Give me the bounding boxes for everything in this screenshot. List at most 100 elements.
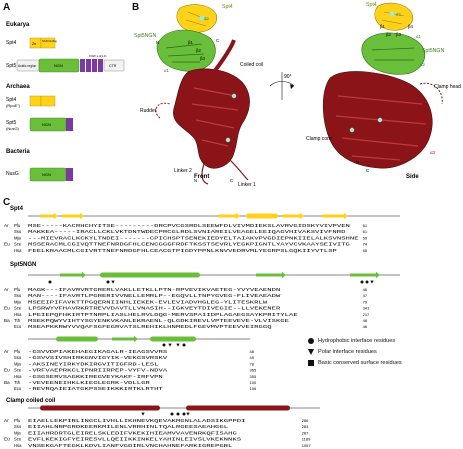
row-end-number: 46 [363, 318, 368, 323]
row-end-number: 48 [250, 349, 255, 354]
row-end-number: 106 [250, 386, 257, 391]
rotation-indicator: 90° [269, 72, 295, 100]
organism-label: Sce [14, 437, 22, 442]
side-caption: Side [406, 174, 419, 180]
legend-polar-label: Polar interface residues [318, 349, 377, 355]
front-rudder-loop [155, 102, 171, 119]
group-label: Eu [4, 368, 10, 373]
row-end-number: 61 [363, 229, 368, 234]
arch-spt4-name: Spt4 [6, 97, 17, 103]
front-coiled-coil-label: Coiled coil [240, 62, 263, 68]
legend-basic: Basic conserved surface residues [308, 358, 458, 369]
hydrophobic-marker-icon [48, 280, 52, 284]
organism-label: Sce [14, 242, 22, 247]
row-end-number: 1057 [302, 443, 312, 448]
side-spt4-ribbon [374, 2, 414, 31]
front-n2-label: N [156, 40, 159, 45]
euk-spt5-ngn-box [38, 58, 80, 73]
rotation-label: 90° [284, 74, 292, 80]
hydrophobic-marker-icon [365, 280, 369, 284]
front-linker2-label: Linker 2 [174, 168, 192, 174]
polar-marker-icon [111, 280, 115, 284]
strand-element [60, 271, 86, 279]
front-alpha9-label: α9 [214, 82, 220, 87]
helix-element [186, 405, 290, 411]
front-beta3-label: β3 [200, 56, 206, 61]
organism-label: Hsa [14, 443, 22, 448]
coil-block-title: Clamp coiled coil [6, 398, 56, 404]
side-alpha9-label: α9 [376, 84, 382, 89]
strand-element [282, 212, 304, 220]
sequence-row: MAKKEA-----IRACLLCKLVKTDNTWDECPRCGLRDLSV… [28, 229, 346, 235]
arch-spt5-name: Spt5 [6, 120, 17, 126]
front-alpha1-label: α1 [164, 68, 170, 73]
polar-marker-icon [370, 280, 374, 284]
panel-c-letter: C [3, 197, 11, 208]
row-end-number: 283 [302, 424, 309, 429]
side-beta2-label: β2 [386, 32, 392, 37]
row-end-number: 47 [363, 293, 368, 298]
sequence-row: EIIAHLNRPGRDKEERKMILENLVRRHINLTQALRGEESA… [28, 424, 228, 430]
organism-label: Sce [14, 306, 22, 311]
organism-label: Pfu [14, 418, 21, 423]
square-marker-icon [308, 359, 314, 366]
side-alpha2-label: α2 [420, 62, 426, 67]
front-beta1-label: β1 [188, 40, 194, 45]
archaea-heading: Archaea [6, 84, 30, 90]
arch-spt5-ngn: NGN [42, 122, 51, 127]
group-label: Eu [4, 437, 10, 442]
organism-label: Sso [14, 229, 22, 234]
panel-b: B Spt4 Zn Spt5NGN Coiled coil [130, 0, 463, 195]
arch-spt4-alt: (RpoE") [6, 103, 21, 108]
panel-a: A Eukarya Spt4 Zn NGN binding Spt5 Acidi… [0, 0, 130, 195]
front-zn-label: Zn [204, 16, 210, 21]
side-alpha3-label: α3 [430, 150, 436, 155]
sequence-row: MSEEIPIFAVKTTPGQERNIINHLIEKEK-EVLEVIADVH… [28, 299, 268, 305]
side-view: Spt4 Zn Spt5NGN Clamp head Clamp core α4… [306, 2, 461, 180]
spt4-block-title: Spt4 [10, 206, 24, 212]
side-beta3-label: β3 [396, 32, 402, 37]
row-end-number: 79 [363, 299, 368, 304]
side-beta4-label: β4 [408, 24, 414, 29]
organism-label: Hsa [14, 312, 22, 317]
side-alpha4b-label: α4B [392, 146, 400, 151]
sequence-row: VNSEKGAFTEGKLKDVLIANFVGDIRLVNCHAHNEFARKI… [28, 443, 233, 449]
hydrophobic-marker-icon [162, 343, 166, 347]
hydrophobic-marker-icon [182, 412, 186, 416]
eukarya-heading: Eukarya [6, 22, 30, 28]
sequence-row: -VEVEENEIHKLKIEGLEGRK-VDLLGR [28, 380, 150, 386]
front-linker1-label: Linker 1 [238, 182, 256, 188]
front-c2-label: C [216, 38, 219, 43]
sequence-row: FEELKRAACMLCGIVRTTNEFNRDGFHLCEACGTPIGDYP… [28, 248, 337, 254]
legend-hydrophobic: Hydrophobic interface residues [308, 336, 458, 347]
side-clamp-core-label: Clamp core [306, 136, 332, 142]
group-label: Ar [4, 223, 9, 228]
sequence-row: EIAELLEKPIRLINGCLIVHLLIKHNEVKQEVAKMGNLAL… [28, 418, 246, 424]
euk-spt5-kow: KOW 1-4(1-4) [89, 54, 106, 58]
strand-element [256, 271, 286, 279]
spt5ngn-block-title: Spt5NGN [10, 262, 36, 268]
sequence-row: LPSRWYVFHAVRKRTREVVDAVTLLVNASIH--IGKVEYT… [28, 306, 281, 312]
bacteria-heading: Bacteria [6, 149, 30, 155]
row-end-number: 355 [250, 374, 257, 379]
hydrophobic-marker-icon [176, 412, 180, 416]
front-spt5ngn-ribbon [156, 29, 216, 72]
organism-label: Sso [14, 424, 22, 429]
side-spt5ngn-label: Spt5NGN [422, 48, 444, 54]
arch-spt4-binding-box [40, 95, 56, 107]
organism-label: Mja [14, 430, 21, 435]
sequence-row: MSEAPKKRWYVVQAFSGFEGRVATSLREHIKLHNMEDLFG… [28, 324, 272, 330]
organism-label: Eco [14, 324, 22, 329]
organism-label: Tth [14, 318, 21, 323]
euk-spt5-kow-4 [98, 59, 103, 72]
side-n-label: N [356, 160, 359, 165]
legend-basic-label: Basic conserved surface residues [318, 360, 402, 366]
alignment-legend: Hydrophobic interface residues Polar int… [308, 336, 458, 369]
legend-hydrophobic-label: Hydrophobic interface residues [318, 338, 396, 344]
strand-element [40, 212, 58, 220]
sequence-row: MAN----IFAVRTLPGRERIVVNELLEMRLP--EGQVLLT… [28, 293, 281, 299]
organism-label: Tth [14, 380, 21, 385]
front-spt5ngn-label: Spt5NGN [134, 33, 156, 39]
euk-spt4-name: Spt4 [6, 40, 17, 46]
panel-a-letter: A [3, 2, 11, 13]
